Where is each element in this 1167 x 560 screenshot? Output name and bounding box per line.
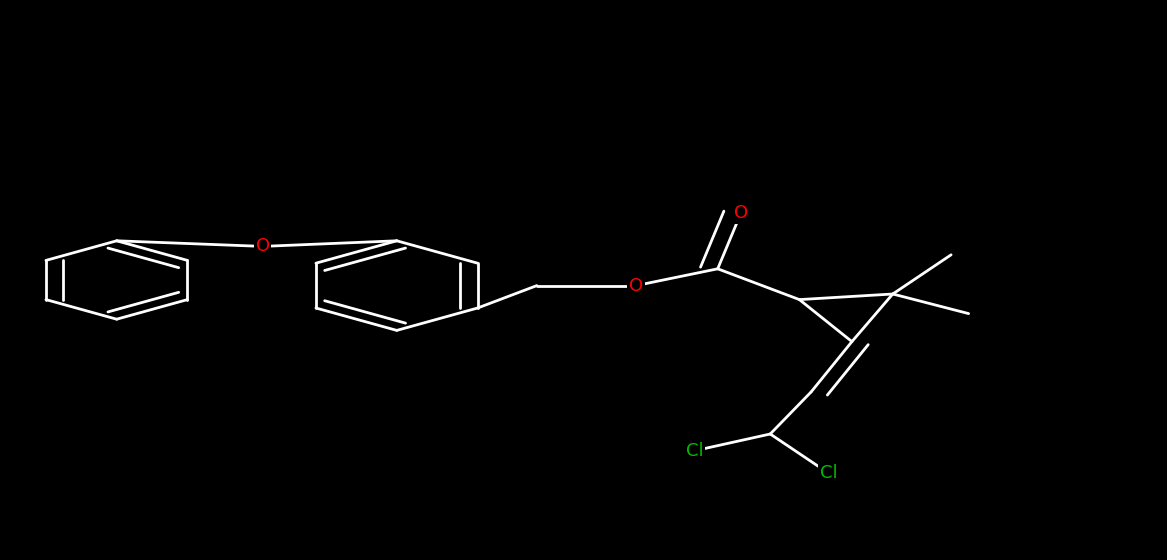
Text: O: O xyxy=(734,204,748,222)
Text: Cl: Cl xyxy=(819,464,838,482)
Text: O: O xyxy=(256,237,270,255)
Text: O: O xyxy=(629,277,643,295)
Text: Cl: Cl xyxy=(685,442,704,460)
